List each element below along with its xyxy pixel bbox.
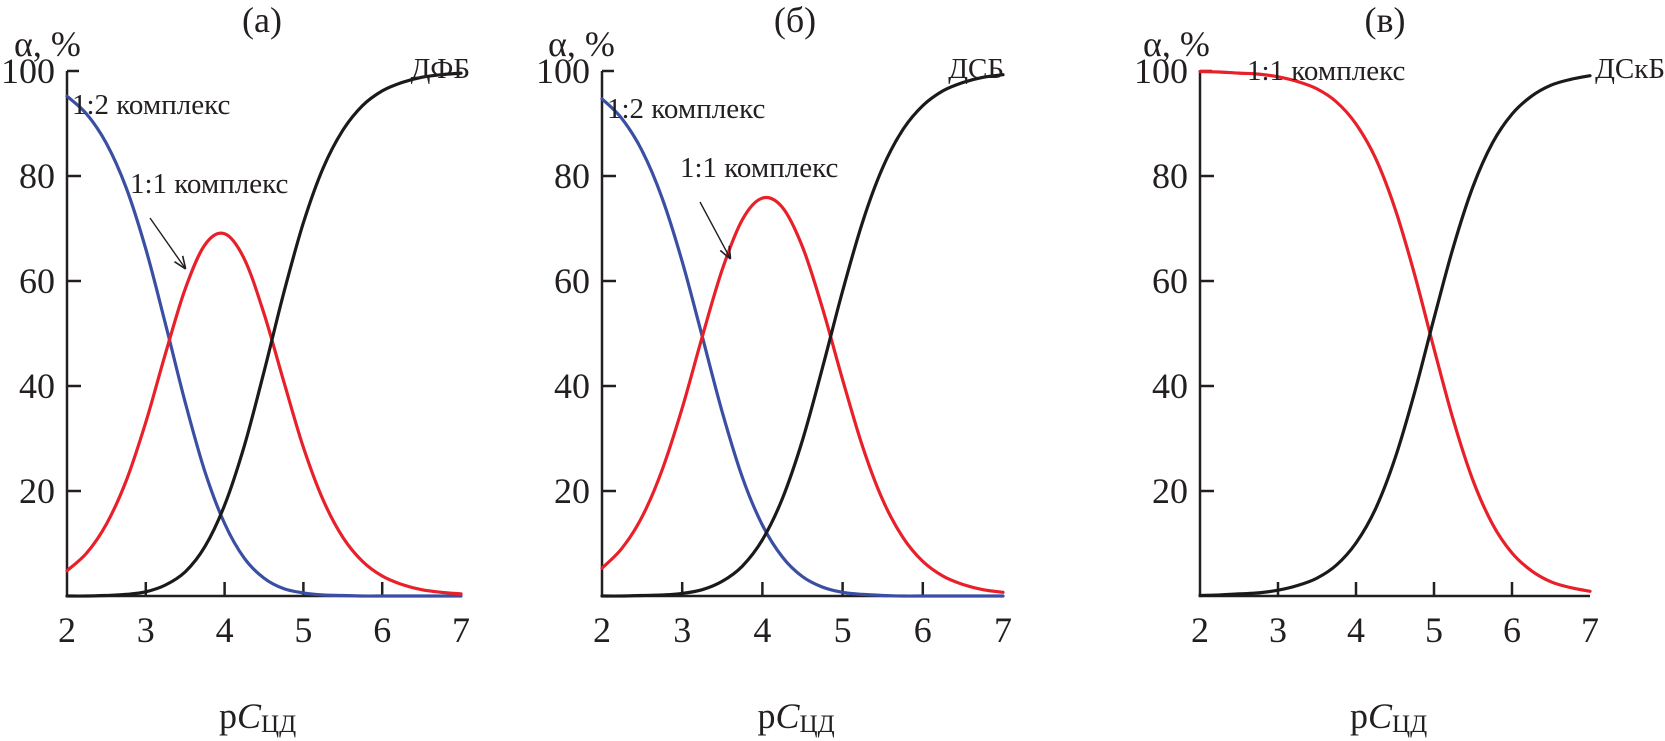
series-line-1-2-комплекс [65,94,463,598]
x-axis-label-sub: ЦД [1392,711,1427,738]
axes [600,71,1003,598]
y-tick-label: 60 [19,261,55,301]
annotation-label: 1:2 комплекс [72,89,230,121]
y-tick-label: 100 [1,51,55,91]
x-tick-label: 4 [216,610,234,650]
series-line-ДСБ [600,73,1005,598]
x-tick-label: 3 [673,610,691,650]
series-line-1-1-комплекс [600,195,1005,594]
x-axis-label-italic: C [1368,696,1393,736]
annotation-label: ДСкБ [1595,53,1665,85]
x-axis-label-sub: ЦД [261,711,296,738]
panel-0: 20 40 60 80 100 2 3 4 5 6 7 (а) α, % pCЦД 1:2 комплекс… [1,0,470,738]
annotation-arrow [149,217,185,268]
x-tick-label: 7 [452,610,470,650]
x-axis-label-italic: C [237,696,262,736]
x-tick-label: 4 [1347,610,1365,650]
x-axis-label-main: p [758,696,776,736]
x-axis-label: pCЦД [219,696,296,738]
series-line-ДСкБ [1198,74,1592,598]
y-tick-label: 80 [1152,156,1188,196]
annotation-label: 1:1 комплекс [130,168,288,200]
axes [65,71,461,598]
y-tick-label: 100 [1134,51,1188,91]
series-line-1-2-комплекс [600,97,1005,598]
x-tick-label: 5 [834,610,852,650]
x-axis-label-italic: C [776,696,801,736]
x-axis-label: pCЦД [1350,696,1427,738]
y-tick-label: 80 [19,156,55,196]
x-axis-label-main: p [219,696,237,736]
x-tick-label: 5 [1425,610,1443,650]
annotation-label: 1:1 комплекс [680,152,838,184]
series-line-ДФБ [65,71,463,598]
x-tick-label: 3 [1269,610,1287,650]
x-axis-label: pCЦД [758,696,835,738]
x-tick-label: 5 [294,610,312,650]
y-tick-label: 20 [1152,471,1188,511]
annotation-label: 1:2 комплекс [607,93,765,125]
annotation-label: ДСБ [948,53,1004,85]
x-tick-label: 3 [137,610,155,650]
annotation-arrow [699,201,730,258]
x-tick-label: 2 [593,610,611,650]
panel-1: 20 40 60 80 100 2 3 4 5 6 7 (б) α, % pCЦД 1:2 комплекс… [536,0,1012,738]
x-tick-label: 2 [1191,610,1209,650]
panel-2: 20 40 60 80 100 2 3 4 5 6 7 (в) α, % pCЦД 1:1 комплекс… [1134,0,1665,738]
x-tick-label: 4 [753,610,771,650]
panel-title: (в) [1365,0,1406,40]
series-line-1-1-комплекс [1198,69,1592,593]
series-line-1-1-комплекс [65,231,463,596]
y-tick-label: 40 [554,366,590,406]
y-axis-label: α, % [14,24,81,64]
panel-title: (б) [774,0,816,40]
x-axis-label-main: p [1350,696,1368,736]
y-tick-label: 100 [536,51,590,91]
y-tick-label: 20 [19,471,55,511]
y-tick-label: 60 [1152,261,1188,301]
y-tick-label: 60 [554,261,590,301]
x-tick-label: 6 [1503,610,1521,650]
x-tick-label: 6 [373,610,391,650]
panel-title: (а) [242,0,282,40]
x-tick-label: 6 [914,610,932,650]
y-axis-label: α, % [548,24,615,64]
y-tick-label: 20 [554,471,590,511]
y-axis-label: α, % [1143,24,1210,64]
annotation-label: 1:1 комплекс [1247,55,1405,87]
x-tick-label: 7 [1581,610,1599,650]
y-tick-label: 40 [1152,366,1188,406]
x-tick-label: 7 [994,610,1012,650]
annotation-label: ДФБ [411,53,470,85]
y-tick-label: 80 [554,156,590,196]
axes [1198,71,1590,598]
y-tick-label: 40 [19,366,55,406]
x-tick-label: 2 [58,610,76,650]
x-axis-label-sub: ЦД [800,711,835,738]
